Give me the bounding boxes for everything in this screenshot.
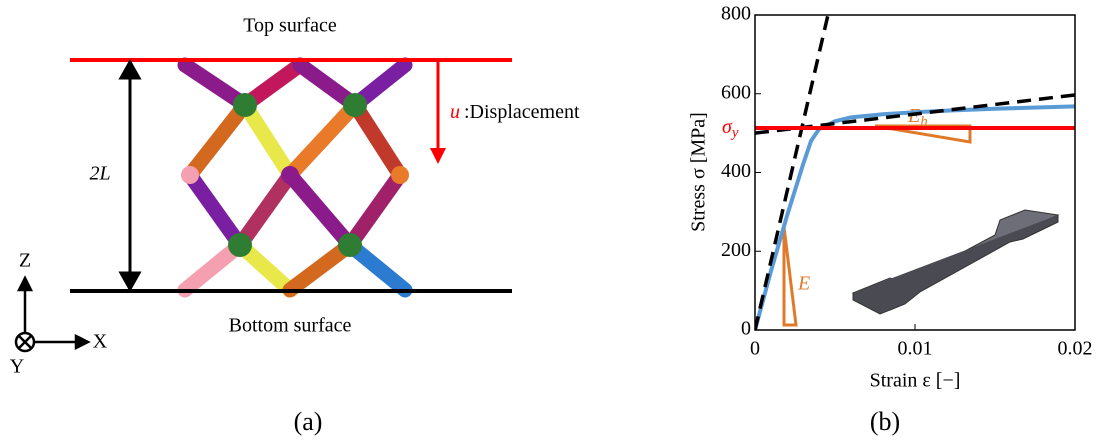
caption: (a) [294,407,323,436]
bottom-label: Bottom surface [229,315,352,337]
y-tick-label: 200 [721,239,751,261]
y-axis-label: Stress σ [MPa] [688,112,710,232]
x-axis-label: Strain ε [−] [870,370,961,392]
displacement-arrow [430,62,446,164]
caption: (b) [870,407,900,436]
axis-z: Z [19,250,31,272]
x-tick-label: 0 [750,338,760,360]
displacement-symbol: u [450,101,460,123]
top-label: Top surface [243,15,337,37]
modulus-triangle [784,227,796,325]
length-arrow [121,62,139,289]
yield-sub: y [730,125,739,141]
lattice [181,65,409,290]
x-tick-label: 0.01 [898,338,933,360]
specimen [853,210,1058,314]
x-tick-label: 0.02 [1058,338,1093,360]
page: Top surface Bottom surface 2L u:Displace… [0,0,1099,441]
displacement-label: u:Displacement [450,101,580,123]
y-tick-label: 0 [741,318,751,340]
length-label: 2L [89,163,110,185]
y-tick-label: 800 [721,3,751,25]
axis-y: Y [10,356,24,378]
displacement-text: :Displacement [464,101,580,123]
modulus-label: E [797,273,810,295]
coordinate-system [16,278,88,351]
panel-b: E Eh σy Strain ε [−] Stress σ [MPa] (b) … [688,3,1093,436]
yield-label: σy [722,116,739,142]
y-tick-label: 400 [721,160,751,182]
figure: Top surface Bottom surface 2L u:Displace… [0,0,1099,441]
panel-a: Top surface Bottom surface 2L u:Displace… [10,15,580,436]
axis-x: X [93,331,108,353]
y-tick-label: 600 [721,81,751,103]
